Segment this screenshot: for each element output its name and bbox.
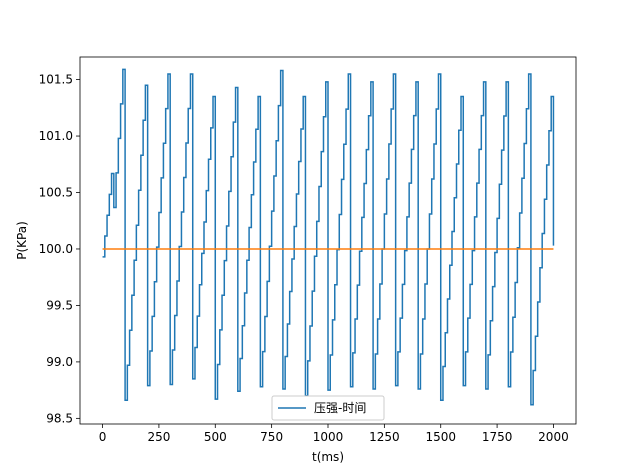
x-tick-label: 0: [99, 430, 107, 444]
x-tick-label: 1250: [369, 430, 400, 444]
x-tick-label: 250: [147, 430, 170, 444]
y-tick-label: 101.5: [39, 73, 73, 87]
legend-entry: 压强-时间: [314, 401, 366, 415]
x-axis-label: t(ms): [312, 450, 344, 464]
y-tick-label: 99.0: [46, 355, 73, 369]
y-tick-label: 101.0: [39, 129, 73, 143]
y-tick-label: 99.5: [46, 298, 73, 312]
x-tick-label: 750: [260, 430, 283, 444]
x-tick-label: 1750: [482, 430, 513, 444]
y-axis-label: P(KPa): [15, 221, 29, 260]
x-tick-label: 2000: [538, 430, 569, 444]
legend-box: [271, 395, 385, 421]
y-tick-label: 100.0: [39, 242, 73, 256]
y-tick-label: 100.5: [39, 186, 73, 200]
y-axis-ticks: 98.5 99.0 99.5 100.0 100.5 101.0 101.5: [39, 73, 80, 425]
series-layer: [102, 68, 555, 406]
x-tick-label: 1500: [425, 430, 456, 444]
series-pressure-time-line: [102, 68, 555, 406]
legend: 压强-时间: [271, 395, 385, 421]
x-tick-label: 1000: [313, 430, 344, 444]
y-tick-label: 98.5: [46, 411, 73, 425]
x-tick-label: 500: [204, 430, 227, 444]
x-axis-ticks: 0 250 500 750 1000 1250 1500 1750 2000: [99, 424, 569, 444]
